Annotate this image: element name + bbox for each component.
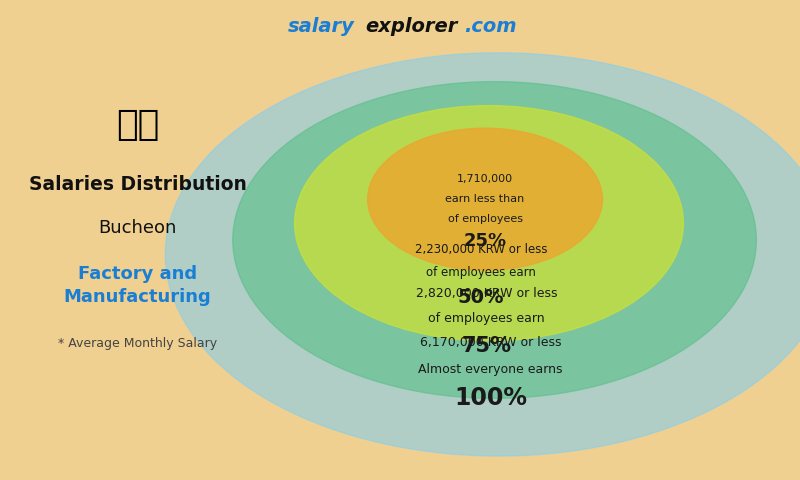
Text: of employees earn: of employees earn (428, 312, 545, 324)
Text: * Average Monthly Salary: * Average Monthly Salary (58, 336, 217, 350)
Text: 75%: 75% (462, 336, 512, 356)
Text: 50%: 50% (458, 288, 504, 307)
Text: salary: salary (288, 17, 355, 36)
Text: Salaries Distribution: Salaries Distribution (29, 175, 246, 194)
Text: 🇰🇷: 🇰🇷 (116, 108, 159, 142)
Text: 6,170,000 KRW or less: 6,170,000 KRW or less (420, 336, 562, 349)
Text: 1,710,000: 1,710,000 (457, 174, 513, 184)
Text: Bucheon: Bucheon (98, 219, 177, 237)
Circle shape (294, 106, 683, 341)
Text: Almost everyone earns: Almost everyone earns (418, 363, 563, 376)
Text: 25%: 25% (463, 232, 506, 251)
Text: of employees: of employees (447, 214, 522, 224)
Text: 100%: 100% (454, 386, 527, 410)
Text: Factory and
Manufacturing: Factory and Manufacturing (64, 265, 211, 306)
Circle shape (233, 82, 756, 398)
Text: 2,230,000 KRW or less: 2,230,000 KRW or less (415, 243, 547, 256)
Circle shape (368, 128, 602, 270)
Text: .com: .com (464, 17, 516, 36)
Text: explorer: explorer (366, 17, 458, 36)
Circle shape (166, 53, 800, 456)
Text: of employees earn: of employees earn (426, 266, 536, 279)
Text: 2,820,000 KRW or less: 2,820,000 KRW or less (416, 287, 558, 300)
Text: earn less than: earn less than (446, 194, 525, 204)
